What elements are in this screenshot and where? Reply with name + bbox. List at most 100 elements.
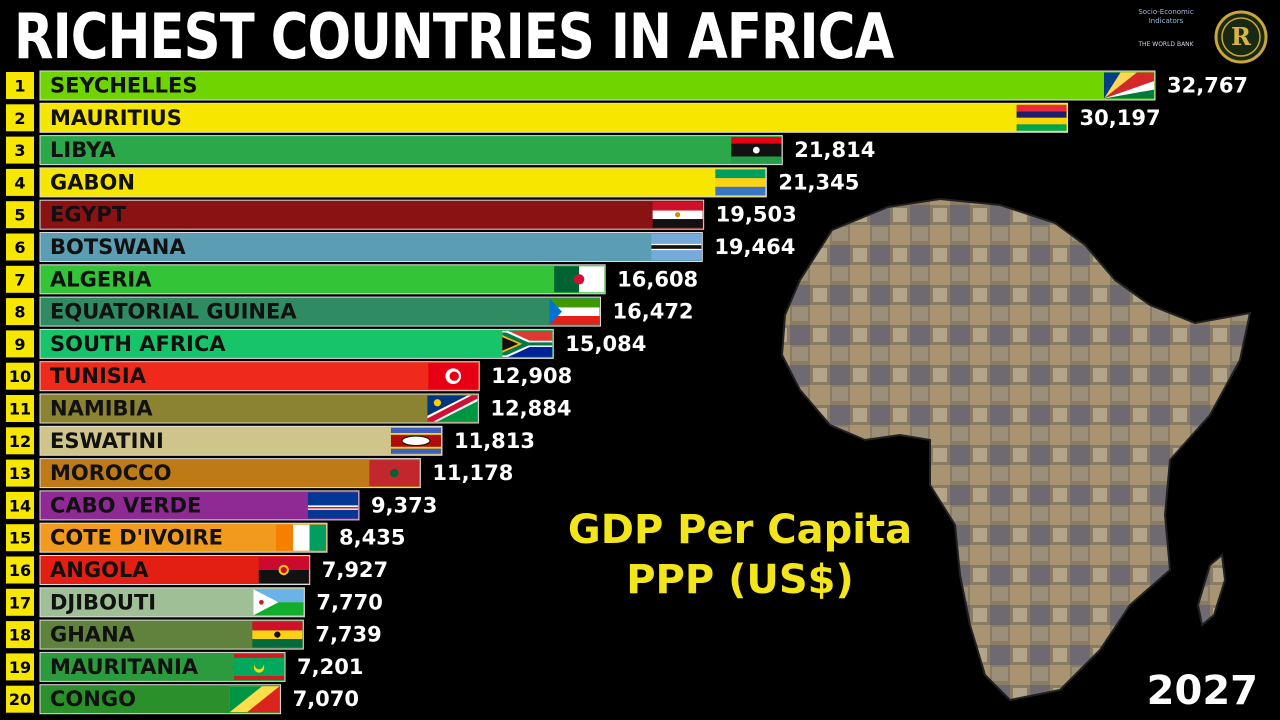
bar	[39, 264, 606, 295]
rank-box	[6, 136, 34, 164]
year-label: 2027	[1146, 668, 1258, 714]
bar-label: LIBYA	[50, 138, 116, 162]
morocco-flag	[369, 460, 420, 487]
cabo-verde-flag	[307, 492, 358, 519]
bar-row: 16 ANGOLA 7,927	[6, 555, 388, 585]
rank-label: 6	[14, 238, 25, 257]
bar-label: GABON	[50, 170, 135, 194]
bar-label: ALGERIA	[50, 267, 152, 291]
rank-label: 4	[14, 173, 25, 192]
data-label: 7,070	[293, 687, 359, 711]
bar-row: 13 MOROCCO 11,178	[6, 458, 513, 489]
chart-title: RICHEST COUNTRIES IN AFRICA	[14, 0, 894, 73]
data-label: 8,435	[339, 526, 405, 550]
djibouti-flag	[253, 589, 304, 616]
rank-label: 17	[9, 593, 31, 612]
world-bank-logo-icon: Socio-Economic Indicators THE WORLD BANK	[1128, 8, 1204, 49]
bar-label: SEYCHELLES	[50, 74, 198, 98]
rank-box	[6, 685, 34, 713]
eswatini-flag	[390, 427, 441, 454]
bar	[39, 425, 443, 456]
data-label: 12,908	[491, 364, 572, 388]
rank-label: 3	[14, 141, 25, 160]
data-label: 16,472	[613, 300, 694, 324]
africa-map-icon	[780, 197, 1252, 702]
bar	[39, 70, 1156, 101]
bar-row: 4 GABON 21,345	[6, 167, 859, 198]
bar-label: NAMIBIA	[50, 397, 153, 421]
bar-label: MAURITANIA	[50, 655, 199, 679]
bar-label: CABO VERDE	[50, 493, 201, 517]
egypt-flag	[652, 201, 703, 228]
logo-letter: R	[1231, 22, 1252, 51]
data-label: 11,178	[432, 461, 513, 485]
mauritius-flag	[1016, 104, 1067, 131]
rank-box	[6, 588, 34, 616]
bar	[39, 296, 602, 327]
source-line1: Socio-Economic	[1138, 8, 1194, 16]
rank-label: 7	[14, 270, 25, 289]
bar-row: 5 EGYPT 19,503	[6, 199, 797, 230]
bar-row: 10 TUNISIA 12,908	[6, 361, 572, 392]
rank-box	[6, 72, 34, 99]
bar-row: 7 ALGERIA 16,608	[6, 264, 698, 295]
data-label: 30,197	[1080, 106, 1161, 130]
rank-box	[6, 556, 34, 584]
botswana-flag	[651, 234, 702, 260]
channel-logo-icon: R	[1214, 10, 1268, 64]
bar-label: EGYPT	[50, 203, 127, 227]
data-label: 21,345	[778, 170, 859, 194]
seychelles-flag	[1104, 72, 1154, 99]
ghana-flag	[252, 621, 303, 648]
south-africa-flag	[502, 330, 553, 357]
bar	[39, 135, 783, 166]
rank-label: 2	[14, 109, 25, 128]
rank-label: 1	[14, 77, 25, 96]
rank-label: 15	[9, 529, 31, 548]
rank-label: 20	[9, 690, 31, 709]
rank-box	[6, 265, 34, 293]
rank-label: 11	[9, 400, 31, 419]
bar-row: 12 ESWATINI 11,813	[6, 425, 535, 456]
data-label: 15,084	[565, 332, 646, 356]
rank-box	[6, 330, 34, 358]
bar-row: 1 SEYCHELLES 32,767	[6, 70, 1248, 101]
bar-label: COTE D'IVOIRE	[50, 526, 223, 550]
data-label: 11,813	[454, 429, 535, 453]
rank-box	[6, 233, 34, 261]
rank-box	[6, 621, 34, 649]
bar	[39, 102, 1069, 133]
rank-box	[6, 362, 34, 390]
subtitle-line2: PPP (US$)	[626, 557, 854, 603]
algeria-flag	[554, 266, 605, 293]
subtitle-line1: GDP Per Capita	[567, 507, 913, 553]
data-label: 7,927	[322, 558, 388, 582]
bar-row: 20 CONGO 7,070	[6, 684, 359, 715]
gabon-flag	[715, 169, 766, 196]
data-label: 16,608	[617, 267, 698, 291]
bar-label: DJIBOUTI	[50, 590, 156, 614]
rank-box	[6, 524, 34, 552]
bar-row: 11 NAMIBIA 12,884	[6, 393, 571, 424]
rank-label: 18	[9, 626, 31, 645]
bar-label: BOTSWANA	[50, 235, 186, 259]
rank-label: 19	[9, 658, 31, 677]
cote-divoire-flag	[276, 524, 327, 551]
data-label: 32,767	[1167, 74, 1248, 98]
data-label: 19,464	[714, 235, 795, 259]
bar-row: 3 LIBYA 21,814	[6, 135, 875, 166]
chart-subtitle: GDP Per Capita PPP (US$)	[540, 505, 940, 605]
bar-row: 9 SOUTH AFRICA 15,084	[6, 328, 646, 359]
rank-box	[6, 653, 34, 681]
rank-box	[6, 491, 34, 519]
bar-row: 8 EQUATORIAL GUINEA 16,472	[6, 296, 694, 327]
bar-row: 18 GHANA 7,739	[6, 619, 382, 650]
data-label: 7,739	[315, 623, 381, 647]
bar-row: 6 BOTSWANA 19,464	[6, 232, 795, 262]
bar	[39, 393, 479, 424]
rank-box	[6, 104, 34, 132]
rank-box	[6, 459, 34, 487]
bar-label: TUNISIA	[50, 364, 147, 388]
data-label: 21,814	[794, 138, 875, 162]
